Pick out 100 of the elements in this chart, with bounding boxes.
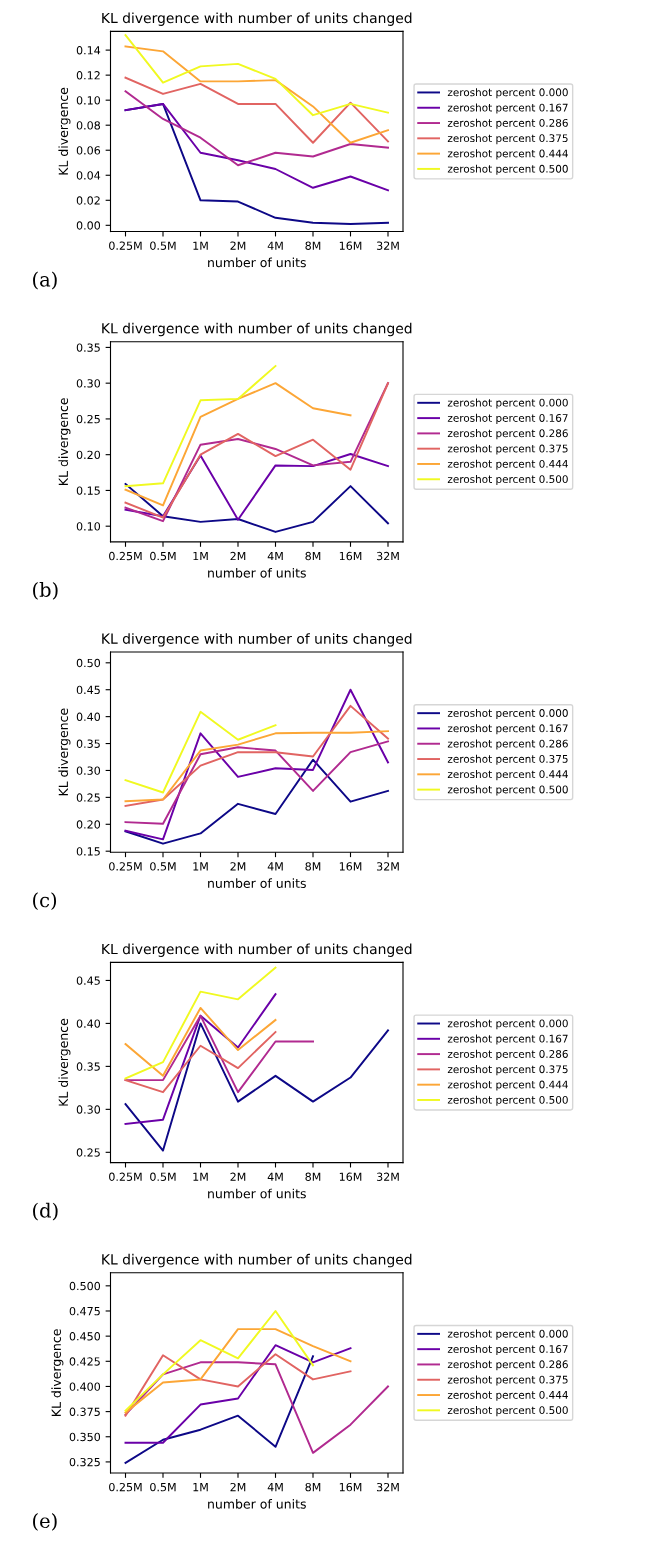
- y-axis-title: KL divergence: [58, 398, 71, 485]
- y-tick-label: 0.02: [76, 196, 100, 205]
- x-tick-label: 2M: [230, 1482, 246, 1492]
- line-series: [124, 1031, 277, 1094]
- line-series: [124, 102, 389, 192]
- chart-title: KL divergence with number of units changed: [102, 1253, 412, 1268]
- y-tick-label: 0.25: [76, 793, 100, 802]
- chart-title: KL divergence with number of units changed: [102, 322, 412, 337]
- line-series: [124, 730, 389, 803]
- x-tick-label: 8M: [305, 862, 321, 871]
- line-series: [124, 90, 389, 167]
- legend-label: zeroshot percent 0.167: [447, 724, 568, 735]
- legend-label: zeroshot percent 0.375: [447, 1375, 568, 1386]
- x-tick-label: 16M: [339, 241, 362, 250]
- line-series: [124, 45, 389, 144]
- text: (c): [33, 892, 57, 911]
- text: (a): [33, 271, 57, 290]
- y-tick-label: 0.475: [69, 1306, 100, 1316]
- x-axis-title: number of units: [208, 878, 306, 888]
- x-tick-label: 1M: [193, 862, 208, 871]
- legend-label: zeroshot percent 0.000: [447, 398, 568, 409]
- x-tick-label: 4M: [267, 862, 283, 871]
- x-tick-label: 8M: [305, 1172, 321, 1181]
- y-tick-label: 0.15: [76, 847, 100, 856]
- legend-label: zeroshot percent 0.500: [447, 1095, 568, 1106]
- y-tick-label: 0.20: [76, 450, 101, 460]
- x-tick-label: 0.25M: [109, 241, 142, 250]
- line-series: [124, 1361, 389, 1454]
- legend-label: zeroshot percent 0.375: [447, 1065, 568, 1076]
- line-series: [124, 710, 277, 794]
- chart-title: KL divergence with number of units changed: [102, 633, 412, 647]
- x-tick-label: 32M: [376, 1482, 399, 1492]
- y-tick-label: 0.08: [76, 121, 101, 130]
- x-tick-label: 0.5M: [150, 241, 176, 250]
- legend-label: zeroshot percent 0.286: [447, 739, 568, 750]
- line-series: [124, 483, 389, 533]
- y-tick-label: 0.12: [76, 71, 100, 80]
- y-tick-label: 0.45: [76, 976, 100, 985]
- legend-label: zeroshot percent 0.500: [447, 1406, 568, 1417]
- x-tick-label: 8M: [305, 241, 321, 250]
- legend-label: zeroshot percent 0.500: [447, 164, 568, 175]
- legend-label: zeroshot percent 0.500: [447, 785, 568, 796]
- y-tick-label: 0.40: [76, 1019, 101, 1028]
- y-axis-title: KL divergence: [58, 1018, 71, 1106]
- y-tick-label: 0.35: [76, 343, 100, 352]
- x-tick-label: 32M: [376, 241, 399, 250]
- legend-label: zeroshot percent 0.444: [447, 149, 568, 160]
- x-tick-label: 8M: [305, 551, 321, 561]
- x-tick-label: 0.5M: [150, 862, 176, 871]
- line-series: [124, 1022, 389, 1152]
- y-tick-label: 0.30: [76, 379, 101, 388]
- text: (d): [33, 1202, 58, 1221]
- chart-title: KL divergence with number of units changed: [102, 943, 412, 957]
- line-series: [124, 704, 389, 807]
- y-tick-label: 0.35: [76, 1062, 100, 1071]
- legend-label: zeroshot percent 0.500: [447, 474, 568, 486]
- legend-label: zeroshot percent 0.286: [447, 118, 568, 129]
- x-tick-label: 2M: [230, 241, 246, 250]
- line-series: [124, 758, 389, 845]
- x-tick-label: 0.5M: [150, 1172, 176, 1181]
- y-tick-label: 0.00: [76, 221, 101, 230]
- line-series: [124, 452, 389, 521]
- x-tick-label: 0.5M: [150, 551, 176, 561]
- x-axis-title: number of units: [208, 567, 306, 578]
- legend-label: zeroshot percent 0.286: [447, 1049, 568, 1060]
- line-series: [124, 1310, 314, 1412]
- legend-label: zeroshot percent 0.167: [447, 1034, 568, 1045]
- legend-label: zeroshot percent 0.167: [447, 413, 568, 424]
- x-axis-title: number of units: [208, 1499, 306, 1509]
- x-tick-label: 32M: [376, 862, 399, 871]
- y-tick-label: 0.30: [76, 766, 101, 775]
- y-tick-label: 0.30: [76, 1105, 101, 1114]
- legend-label: zeroshot percent 0.167: [447, 1344, 568, 1355]
- legend-label: zeroshot percent 0.444: [447, 1080, 568, 1091]
- text: (e): [33, 1513, 57, 1531]
- x-tick-label: 1M: [193, 551, 208, 561]
- x-tick-label: 4M: [267, 551, 283, 561]
- x-tick-label: 0.5M: [150, 1482, 176, 1492]
- y-tick-label: 0.35: [76, 739, 100, 748]
- legend-label: zeroshot percent 0.167: [447, 103, 568, 114]
- line-series: [124, 1353, 352, 1417]
- y-tick-label: 0.40: [76, 712, 101, 722]
- x-tick-label: 16M: [339, 862, 362, 871]
- y-tick-label: 0.350: [69, 1432, 101, 1442]
- y-tick-label: 0.500: [69, 1281, 101, 1291]
- y-tick-label: 0.20: [76, 820, 101, 829]
- line-series: [124, 382, 352, 507]
- x-tick-label: 4M: [267, 1172, 283, 1181]
- y-tick-label: 0.400: [69, 1382, 101, 1391]
- legend-label: zeroshot percent 0.286: [447, 1360, 568, 1371]
- y-axis-title: KL divergence: [58, 708, 71, 796]
- line-series: [124, 1344, 352, 1444]
- y-tick-label: 0.25: [76, 414, 100, 424]
- y-axis-title: KL divergence: [51, 1329, 64, 1416]
- line-series: [124, 1355, 314, 1464]
- x-tick-label: 1M: [193, 241, 208, 250]
- legend-label: zeroshot percent 0.375: [447, 754, 568, 765]
- y-tick-label: 0.450: [69, 1332, 101, 1341]
- line-series: [124, 966, 277, 1080]
- line-series: [124, 1006, 277, 1077]
